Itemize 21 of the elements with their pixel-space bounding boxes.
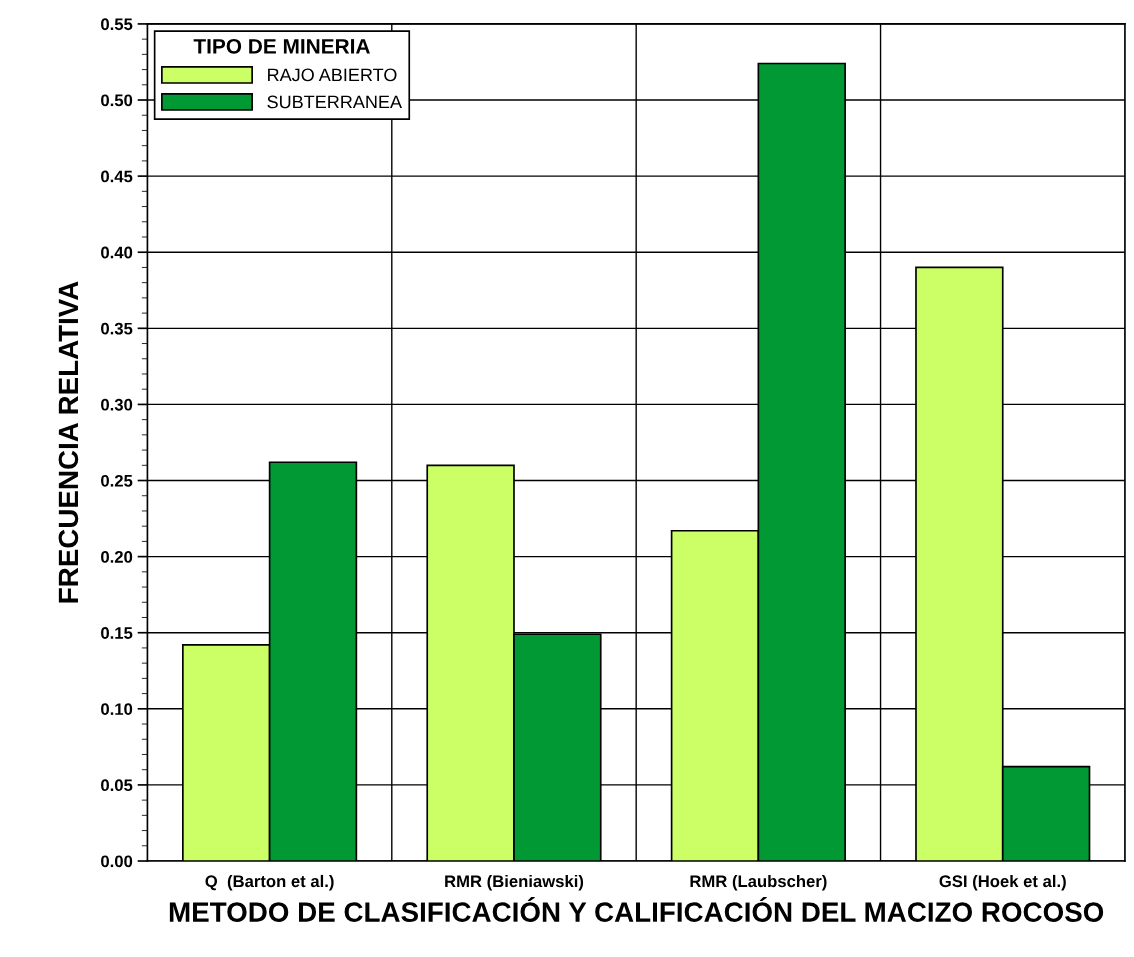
y-tick-label: 0.30 — [101, 398, 133, 411]
y-tick-label: 0.05 — [101, 779, 133, 792]
x-axis-title: METODO DE CLASIFICACIÓN Y CALIFICACIÓN DEL MACIZO ROCOSO — [169, 897, 1104, 922]
x-tick-label: RMR (Bieniawski) — [445, 874, 584, 891]
y-tick-label: 0.10 — [101, 703, 133, 716]
legend-title: TIPO DE MINERIA — [193, 38, 370, 54]
y-tick-label: 0.00 — [101, 855, 133, 868]
x-tick-label: RMR (Laubscher) — [690, 874, 827, 891]
x-tick-label: Q (Barton et al.) — [205, 874, 334, 891]
y-axis-title: FRECUENCIA RELATIVA — [58, 281, 79, 603]
y-tick-label: 0.20 — [101, 551, 133, 563]
y-tick-label: 0.35 — [101, 322, 133, 335]
y-tick-label: 0.25 — [101, 474, 133, 487]
x-tick-label: GSI (Hoek et al.) — [939, 874, 1066, 891]
y-tick-label: 0.50 — [101, 94, 133, 107]
y-tick-label: 0.15 — [101, 627, 133, 639]
legend-label: SUBTERRANEA — [267, 95, 402, 109]
y-tick-label: 0.45 — [101, 170, 133, 183]
legend-label: RAJO ABIERTO — [268, 68, 397, 82]
y-tick-label: 0.55 — [101, 18, 133, 31]
y-tick-label: 0.40 — [101, 246, 133, 259]
